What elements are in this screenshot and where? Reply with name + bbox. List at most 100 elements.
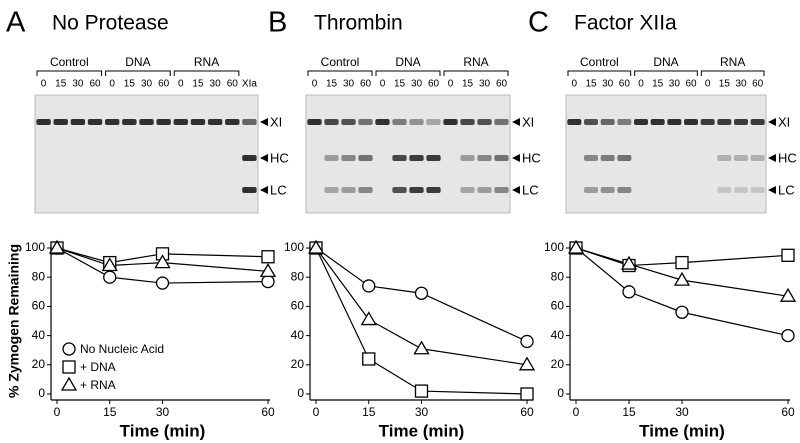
gel-band	[717, 187, 732, 193]
band-arrow	[768, 154, 776, 162]
group-label: DNA	[395, 55, 420, 69]
legend-label: + RNA	[80, 378, 116, 392]
gel-band	[358, 119, 373, 125]
gel-band	[207, 119, 223, 125]
group-bracket	[700, 70, 765, 76]
gel-band	[443, 119, 458, 125]
lane-label: 0	[380, 79, 386, 90]
series-line	[575, 247, 789, 337]
gel-band	[242, 187, 257, 193]
gel-band	[426, 155, 441, 161]
gel-band	[684, 119, 698, 125]
legend-marker	[62, 360, 76, 374]
y-tick-label: 80	[32, 269, 46, 283]
gel-band	[190, 119, 206, 125]
series-line	[315, 247, 528, 395]
y-tick-label: 100	[25, 240, 45, 254]
group-label: RNA	[720, 55, 745, 69]
lane-label: 30	[141, 79, 153, 90]
lane-label: 0	[312, 79, 318, 90]
marker	[103, 270, 117, 284]
x-tick-label: 15	[362, 405, 376, 419]
y-tick-label: 100	[544, 240, 564, 254]
panel-title: Factor XIIa	[574, 12, 677, 35]
panel-title: No Protease	[52, 12, 169, 35]
lane-label: 60	[360, 79, 372, 90]
y-tick-label: 40	[291, 328, 305, 342]
gel-band	[494, 187, 509, 193]
gel-band	[477, 187, 492, 193]
marker	[101, 257, 118, 272]
group-label: RNA	[194, 55, 219, 69]
gel-band	[358, 187, 373, 193]
lane-label: 60	[227, 79, 239, 90]
gel-band	[750, 119, 765, 125]
gel-band	[341, 119, 356, 125]
group-bracket	[307, 70, 373, 76]
gel-band	[341, 155, 356, 161]
gel-band	[700, 119, 715, 125]
series-line	[315, 247, 528, 342]
lane-label: 15	[652, 79, 664, 90]
x-tick-label: 0	[313, 405, 320, 419]
gel-band	[409, 119, 424, 125]
gel-band	[617, 119, 632, 125]
lane-label: 15	[462, 79, 474, 90]
series-line	[56, 247, 269, 264]
x-tick-label: 60	[520, 405, 534, 419]
gel-band	[341, 187, 356, 193]
band-arrow	[768, 186, 776, 194]
marker	[154, 254, 171, 269]
panel-letter: B	[268, 7, 287, 39]
marker	[261, 274, 275, 289]
lane-label: 30	[602, 79, 614, 90]
gel-band	[122, 119, 137, 125]
legend-marker	[60, 376, 78, 391]
band-label: XI	[522, 114, 534, 129]
gel-band	[324, 187, 339, 193]
marker	[675, 255, 689, 270]
gel-band	[460, 155, 475, 161]
panel-letter: A	[6, 7, 26, 39]
group-bracket	[36, 70, 103, 76]
group-bracket	[375, 70, 441, 76]
lane-label: 0	[638, 79, 644, 90]
lane-label: 15	[394, 79, 406, 90]
panel-letter: C	[528, 7, 549, 39]
marker	[673, 271, 691, 286]
gel-band	[634, 119, 648, 125]
lane-label: 60	[496, 79, 508, 90]
marker	[675, 305, 689, 319]
lane-label: 0	[705, 79, 711, 90]
y-tick-label: 80	[551, 269, 565, 283]
gel-band	[584, 155, 598, 161]
group-bracket	[634, 70, 698, 76]
gel-band	[139, 119, 154, 125]
lane-label: 30	[479, 79, 491, 90]
lane-label: 30	[72, 79, 84, 90]
gel-band	[307, 119, 322, 125]
x-tick-label: 60	[261, 405, 275, 419]
marker	[259, 263, 277, 278]
y-tick-label: 60	[291, 299, 305, 313]
lane-label: 15	[326, 79, 338, 90]
gel-band	[460, 187, 475, 193]
gel-band	[734, 187, 748, 193]
legend-label: + DNA	[80, 360, 116, 374]
lane-label: 30	[210, 79, 222, 90]
marker	[413, 340, 430, 355]
lane-label: 15	[585, 79, 597, 90]
gel-band	[392, 119, 407, 125]
gel-band	[36, 119, 51, 125]
legend-label: No Nucleic Acid	[80, 342, 164, 356]
gel-band	[584, 187, 598, 193]
x-tick-label: 60	[781, 405, 795, 419]
gel-band	[494, 155, 509, 161]
y-axis-label: % Zymogen Remaining	[6, 244, 22, 398]
gel	[34, 94, 259, 214]
band-arrow	[512, 186, 520, 194]
marker	[261, 250, 275, 264]
gel	[305, 94, 511, 214]
y-tick-label: 100	[284, 240, 304, 254]
